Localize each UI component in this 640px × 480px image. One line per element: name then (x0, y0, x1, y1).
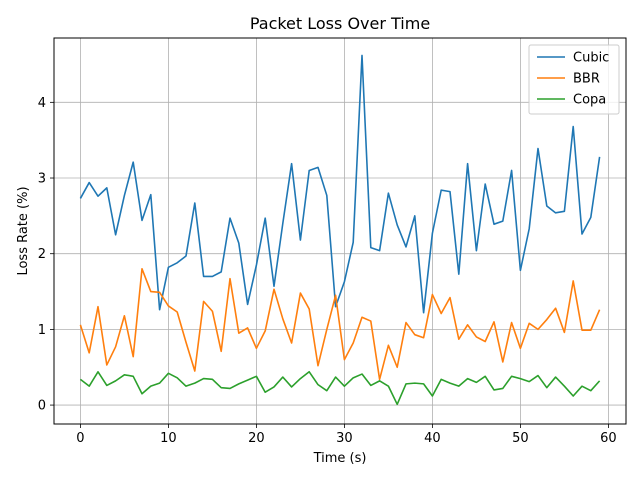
series-layer (79, 54, 601, 406)
legend-box (528, 44, 620, 115)
grid (54, 38, 626, 424)
y-axis-label: Loss Rate (%) (16, 186, 31, 275)
x-tick-label: 40 (424, 431, 441, 446)
series-line-cubic (79, 54, 601, 314)
y-tick-label: 2 (38, 247, 46, 262)
x-axis-label: Time (s) (313, 451, 367, 466)
y-tick-label: 4 (38, 96, 46, 111)
legend-label-bbr: BBR (573, 72, 600, 87)
x-tick-label: 60 (600, 431, 617, 446)
y-tick-label: 3 (38, 172, 46, 187)
series-line-copa (79, 370, 601, 406)
chart-title: Packet Loss Over Time (250, 14, 430, 33)
x-tick-label: 0 (76, 431, 84, 446)
legend-label-copa: Copa (573, 93, 606, 108)
x-tick-label: 20 (248, 431, 265, 446)
legend: Cubic BBR Copa (528, 44, 620, 115)
y-tick-label: 0 (38, 399, 46, 414)
series-line-bbr (79, 268, 601, 381)
x-tick-label: 30 (336, 431, 353, 446)
x-axis-ticks: 0 10 20 30 40 50 60 (76, 424, 617, 446)
x-tick-label: 10 (160, 431, 177, 446)
y-tick-label: 1 (38, 323, 46, 338)
y-axis-ticks: 0 1 2 3 4 (38, 96, 54, 414)
x-tick-label: 50 (512, 431, 529, 446)
legend-label-cubic: Cubic (573, 51, 609, 66)
plot-frame (53, 37, 627, 425)
